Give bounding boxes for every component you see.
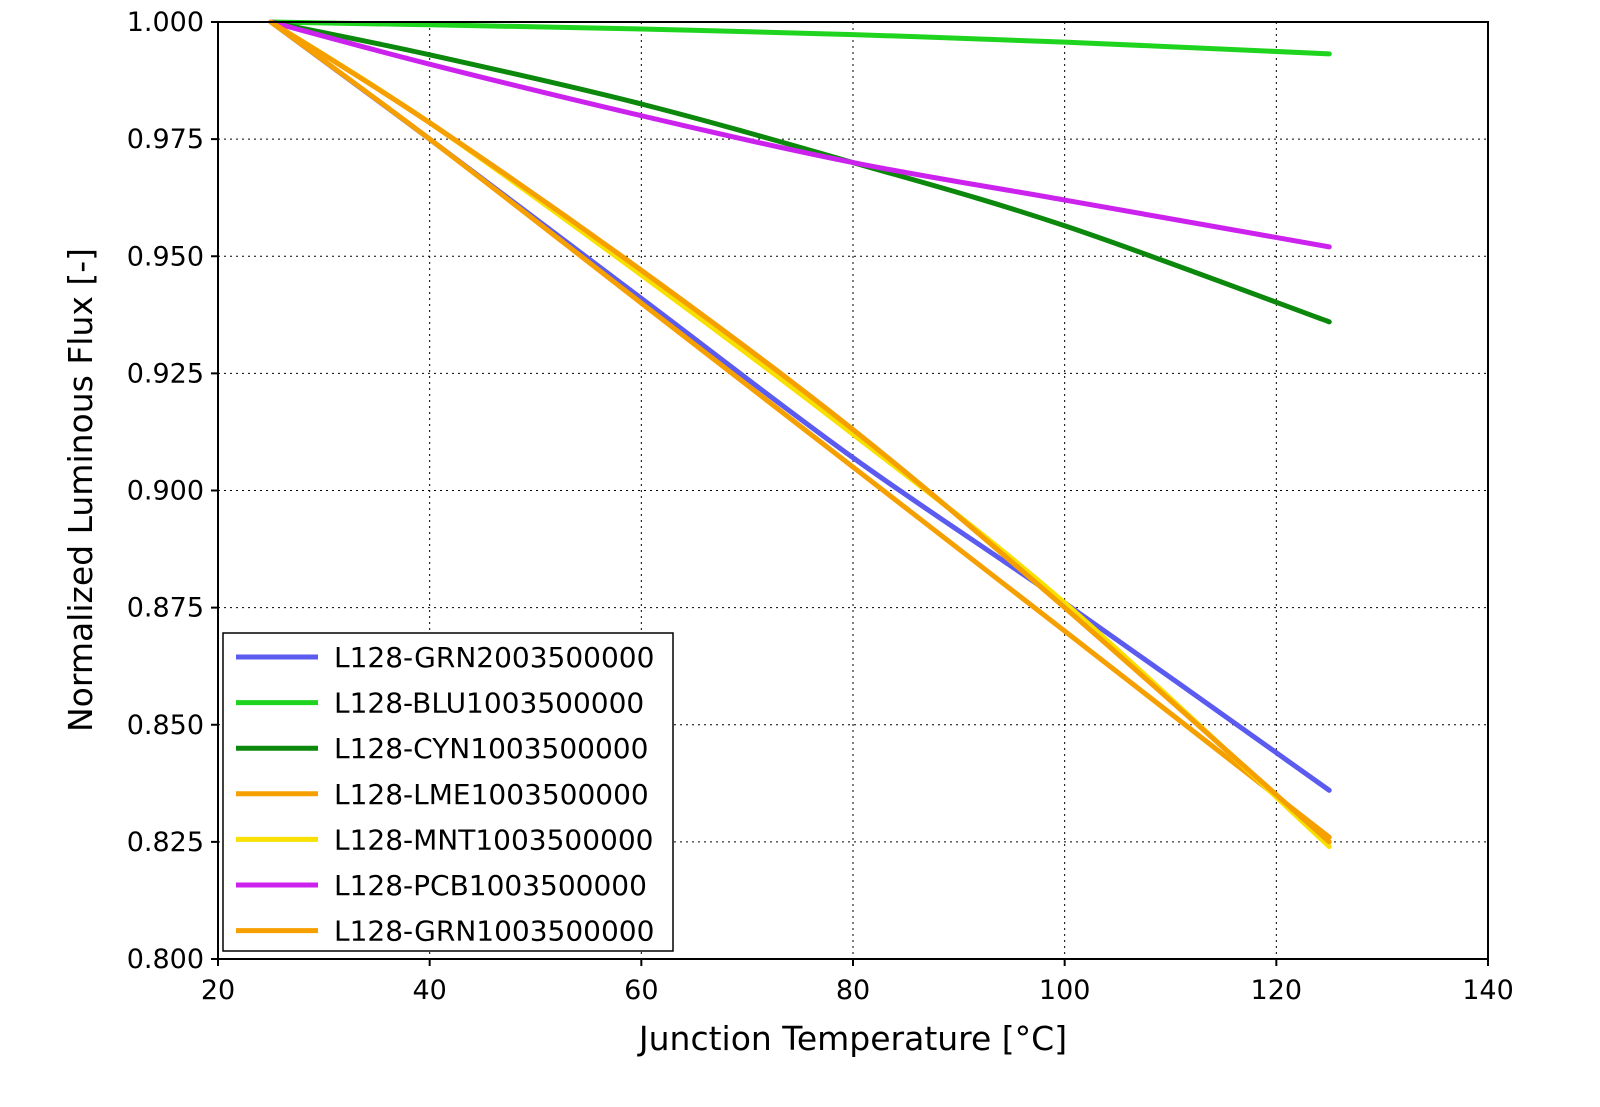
x-tick-label: 100 <box>1039 975 1091 1006</box>
x-axis-ticks: 20 40 60 80 100 120 140 <box>201 959 1514 1006</box>
series-line-l128-pcb1003500000 <box>268 19 1332 250</box>
legend-label: L128-MNT1003500000 <box>334 823 654 856</box>
x-tick-label: 140 <box>1462 975 1514 1006</box>
legend-box <box>222 632 674 952</box>
x-axis-label: Junction Temperature [°C] <box>637 1019 1067 1058</box>
legend: L128-GRN2003500000 L128-BLU1003500000 L128… <box>222 632 674 952</box>
series-line-l128-grn1003500000 <box>268 19 1332 845</box>
series-line-l128-blu1003500000 <box>268 19 1332 57</box>
y-axis-label: Normalized Luminous Flux [-] <box>61 248 100 732</box>
y-axis-ticks: 0.800 0.825 0.850 0.875 0.900 0.925 0.950 0.975… <box>127 7 218 975</box>
x-tick-label: 60 <box>624 975 658 1006</box>
y-tick-label: 0.850 <box>127 710 204 741</box>
y-tick-label: 0.925 <box>127 358 204 389</box>
legend-label: L128-CYN1003500000 <box>334 732 648 765</box>
y-tick-label: 1.000 <box>127 7 204 38</box>
x-tick-label: 40 <box>412 975 446 1006</box>
series-line-l128-lme1003500000 <box>268 19 1332 840</box>
y-tick-label: 0.800 <box>127 944 204 975</box>
y-tick-label: 0.950 <box>127 241 204 272</box>
y-tick-label: 0.825 <box>127 827 204 858</box>
legend-label: L128-GRN1003500000 <box>334 915 654 948</box>
y-tick-label: 0.875 <box>127 593 204 624</box>
y-tick-label: 0.900 <box>127 476 204 507</box>
series-lines <box>268 19 1332 850</box>
x-tick-label: 80 <box>836 975 870 1006</box>
x-tick-label: 120 <box>1251 975 1303 1006</box>
series-line-l128-cyn1003500000 <box>268 19 1332 325</box>
y-tick-label: 0.975 <box>127 124 204 155</box>
legend-label: L128-LME1003500000 <box>334 778 649 811</box>
x-tick-label: 20 <box>201 975 235 1006</box>
legend-label: L128-BLU1003500000 <box>334 687 644 720</box>
legend-label: L128-PCB1003500000 <box>334 869 647 902</box>
legend-label: L128-GRN2003500000 <box>334 641 654 674</box>
